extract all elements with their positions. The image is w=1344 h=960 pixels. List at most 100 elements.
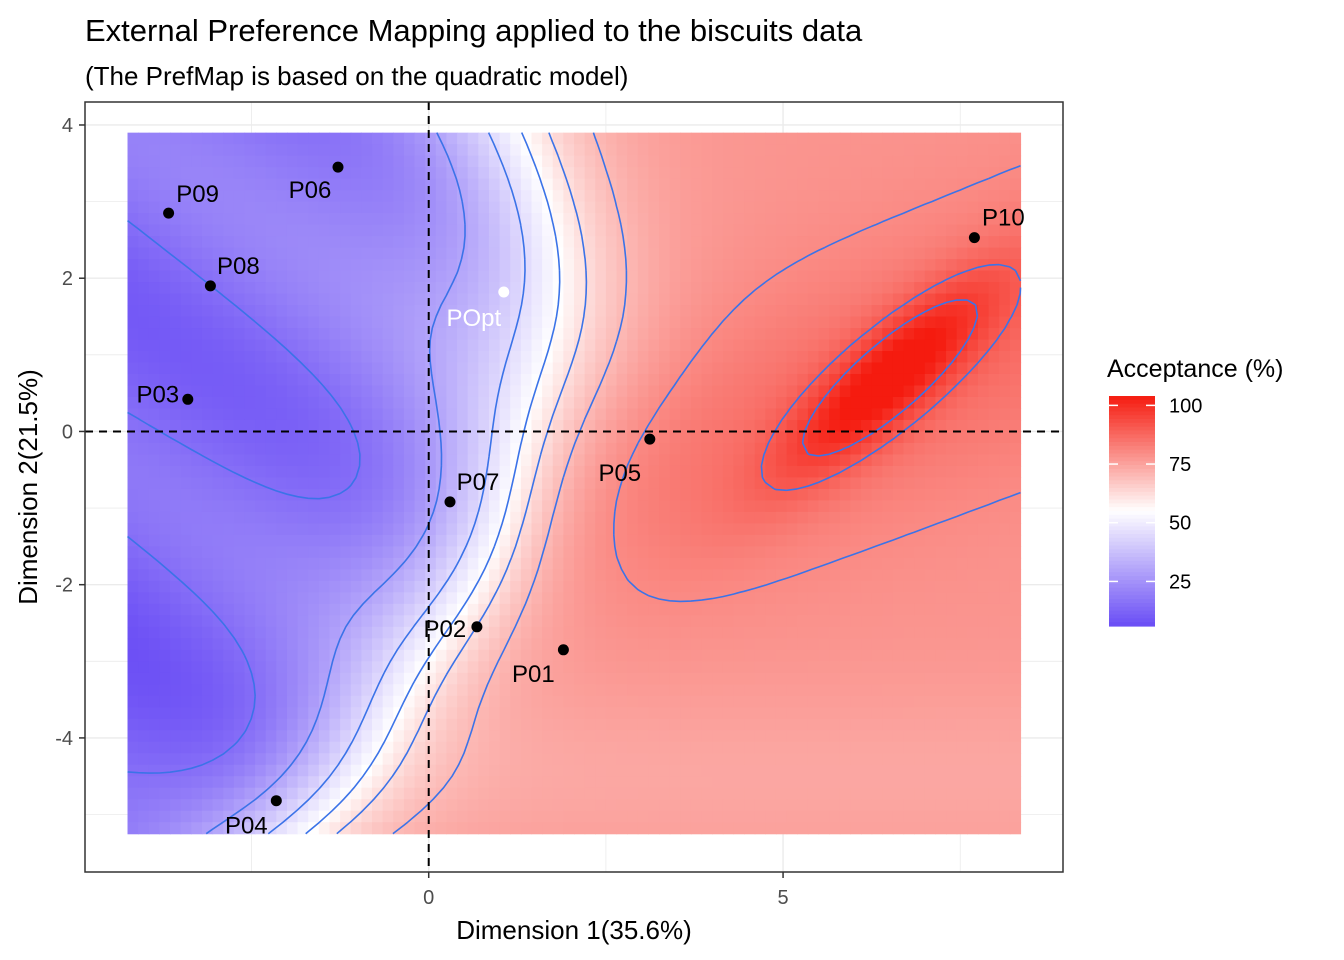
surface-cell [797,603,809,616]
surface-cell [669,465,681,479]
surface-cell [414,787,426,800]
surface-cell [350,580,362,593]
surface-cell [627,373,639,387]
surface-cell [712,500,724,513]
surface-cell [574,270,586,283]
surface-cell [531,328,543,341]
surface-cell [924,454,937,467]
surface-cell [744,419,756,433]
surface-cell [223,362,235,375]
surface-cell [690,201,703,214]
surface-cell [201,488,214,502]
surface-cell [807,546,820,559]
surface-cell [191,236,203,249]
surface-cell [914,385,926,398]
surface-cell [340,224,352,237]
surface-cell [499,523,511,536]
surface-cell [595,672,607,685]
surface-cell [882,580,894,593]
surface-cell [446,396,458,410]
surface-cell [946,730,958,743]
surface-cell [807,787,820,800]
surface-cell [637,764,650,777]
surface-cell [616,638,628,651]
surface-cell [722,465,735,479]
surface-cell [924,213,937,226]
surface-cell [350,592,362,605]
surface-cell [627,787,639,800]
surface-cell [148,190,161,203]
surface-cell [382,132,394,145]
surface-cell [882,396,894,410]
surface-cell [605,328,618,341]
surface-cell [733,259,745,272]
surface-cell [648,626,660,639]
surface-cell [648,247,660,260]
surface-cell [467,351,479,364]
surface-cell [765,557,777,570]
surface-cell [584,488,596,502]
surface-cell [882,776,894,789]
surface-cell [510,396,522,410]
surface-cell [531,764,543,777]
surface-cell [170,167,182,180]
surface-cell [180,167,192,180]
surface-cell [903,569,915,582]
surface-cell [446,557,458,570]
surface-cell [914,661,926,674]
surface-cell [861,546,873,559]
surface-cell [722,477,735,490]
surface-cell [807,236,820,249]
surface-cell [861,649,873,662]
surface-cell [882,155,894,168]
surface-cell [233,695,246,708]
surface-cell [680,132,692,145]
surface-cell [244,454,256,467]
surface-cell [488,626,501,639]
surface-cell [414,454,426,467]
surface-cell [914,328,926,341]
surface-cell [797,351,809,364]
surface-cell [201,672,214,685]
surface-cell [138,649,150,662]
surface-cell [712,442,724,456]
surface-cell [839,351,851,364]
surface-cell [297,730,309,743]
surface-cell [393,649,405,662]
surface-cell [595,316,607,329]
surface-cell [967,396,979,410]
surface-cell [786,695,798,708]
surface-cell [382,431,394,444]
surface-cell [659,730,671,743]
surface-cell [201,247,214,260]
surface-cell [829,557,841,570]
surface-cell [977,236,990,249]
surface-cell [754,718,766,731]
surface-cell [882,351,894,364]
surface-cell [637,224,650,237]
surface-cell [605,362,618,375]
surface-cell [265,546,277,559]
surface-cell [935,546,947,559]
surface-cell [552,603,564,616]
surface-cell [286,362,299,375]
surface-cell [999,477,1011,490]
surface-cell [786,787,798,800]
surface-cell [138,224,150,237]
surface-cell [712,649,724,662]
surface-cell [892,753,905,766]
surface-cell [744,776,756,789]
surface-cell [605,339,618,352]
surface-cell [403,316,416,329]
surface-cell [999,592,1011,605]
surface-cell [329,316,341,329]
surface-cell [999,707,1011,720]
surface-cell [924,431,937,444]
surface-cell [744,580,756,593]
surface-cell [340,259,352,272]
surface-cell [871,385,883,398]
surface-cell [701,557,713,570]
surface-cell [882,707,894,720]
surface-cell [914,615,926,628]
surface-cell [350,419,362,433]
